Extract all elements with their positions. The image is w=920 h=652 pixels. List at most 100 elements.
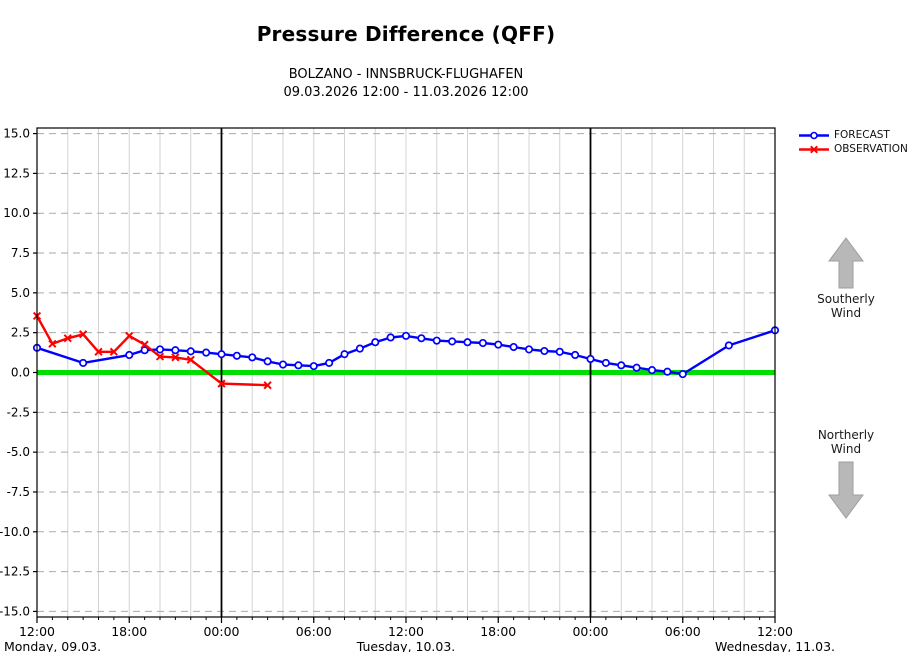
observation-marker <box>263 381 272 390</box>
forecast-marker <box>663 367 672 376</box>
y-axis: 15.0 12.5 10.0 7.5 5.0 2.5 0.0 -2.5 -5.0 -7.5 -10.… <box>0 127 37 618</box>
forecast-marker <box>617 361 626 370</box>
legend-item-forecast: FORECAST <box>798 128 918 142</box>
forecast-marker <box>524 345 534 354</box>
y-tick-label: 0.0 <box>11 366 30 380</box>
legend-item-observation: OBSERVATION <box>798 142 918 156</box>
forecast-marker <box>355 344 364 353</box>
forecast-marker <box>509 342 518 352</box>
southerly-wind-up-arrow-icon <box>828 237 864 289</box>
observation-marker <box>109 347 118 356</box>
x-tick-label: 18:00 <box>111 624 147 639</box>
observation-marker <box>79 330 88 339</box>
forecast-marker <box>678 370 687 379</box>
forecast-legend-sample <box>799 131 829 139</box>
forecast-marker <box>724 341 733 350</box>
forecast-marker <box>263 357 272 366</box>
forecast-line-icon <box>798 130 830 141</box>
forecast-marker <box>401 331 411 340</box>
page-title: Pressure Difference (QFF) <box>256 22 556 46</box>
observation-marker <box>155 352 165 361</box>
southerly-wind-label: Southerly Wind <box>817 292 875 320</box>
observation-marker <box>63 334 72 343</box>
forecast-series <box>32 326 780 379</box>
y-tick-label: -2.5 <box>7 405 30 419</box>
legend-forecast-label: FORECAST <box>834 129 890 141</box>
x-tick-label: 00:00 <box>203 624 239 639</box>
x-tick-label: 12:00 <box>757 624 793 639</box>
observation-series <box>32 311 272 390</box>
forecast-marker <box>448 337 457 346</box>
x-tick-label: 18:00 <box>480 624 516 639</box>
forecast-marker <box>125 350 134 360</box>
day-label: Monday, 09.03. <box>4 639 101 652</box>
observation-legend-sample <box>799 145 829 153</box>
observation-marker <box>140 340 149 349</box>
forecast-marker <box>171 346 180 355</box>
y-tick-label: -7.5 <box>7 485 30 499</box>
legend-x-marker <box>810 145 818 153</box>
y-tick-label: -15.0 <box>0 604 30 618</box>
x-axis: 12:00 18:00 00:00 06:00 12:00 18:00 00:00 06:00… <box>4 617 835 652</box>
forecast-marker <box>386 333 395 342</box>
chart-subtitle: BOLZANO - INNSBRUCK-FLUGHAFEN 09.03.2026… <box>37 66 775 102</box>
forecast-marker <box>309 362 318 371</box>
forecast-marker <box>217 350 226 359</box>
y-tick-label: 5.0 <box>11 286 30 300</box>
forecast-marker <box>325 358 334 367</box>
forecast-marker <box>586 354 595 364</box>
y-tick-label: 15.0 <box>3 127 30 141</box>
forecast-marker <box>248 353 257 362</box>
forecast-marker <box>601 358 610 367</box>
forecast-marker <box>571 350 580 360</box>
forecast-marker <box>186 347 195 356</box>
forecast-marker <box>155 345 165 354</box>
legend-observation-label: OBSERVATION <box>834 143 908 155</box>
observation-marker <box>48 339 57 348</box>
forecast-marker <box>140 346 149 355</box>
subtitle-stations: BOLZANO - INNSBRUCK-FLUGHAFEN <box>288 67 524 82</box>
y-tick-label: -10.0 <box>0 525 30 539</box>
y-tick-label: 12.5 <box>3 166 30 180</box>
forecast-marker <box>463 338 472 347</box>
x-tick-label: 06:00 <box>296 624 332 639</box>
observation-marker <box>171 353 180 362</box>
observation-marker <box>125 331 134 340</box>
forecast-marker <box>232 351 241 360</box>
forecast-marker <box>494 340 503 349</box>
observation-line-icon <box>798 144 830 155</box>
x-tick-label: 12:00 <box>19 624 55 639</box>
forecast-marker <box>294 361 303 370</box>
forecast-marker <box>417 334 426 343</box>
y-tick-label: -5.0 <box>7 445 30 459</box>
forecast-marker <box>647 366 657 375</box>
day-label: Tuesday, 10.03. <box>356 639 456 652</box>
x-tick-label: 00:00 <box>572 624 608 639</box>
forecast-marker <box>278 360 288 369</box>
northerly-wind-label: Northerly Wind <box>817 428 875 456</box>
day-label: Wednesday, 11.03. <box>715 639 835 652</box>
forecast-marker <box>478 338 487 348</box>
forecast-marker <box>432 336 441 345</box>
legend-circle-marker <box>810 131 818 139</box>
forecast-marker <box>632 363 641 372</box>
forecast-marker <box>202 348 211 357</box>
northerly-wind-down-arrow-icon <box>828 461 864 519</box>
observation-marker <box>94 347 103 356</box>
y-tick-label: 7.5 <box>11 246 30 260</box>
x-tick-label: 06:00 <box>665 624 701 639</box>
y-tick-label: -12.5 <box>0 565 30 579</box>
forecast-marker <box>371 338 380 347</box>
forecast-marker <box>340 350 349 359</box>
observation-marker <box>186 355 195 364</box>
forecast-marker <box>79 358 88 367</box>
forecast-marker <box>555 347 564 356</box>
y-tick-label: 10.0 <box>3 206 30 220</box>
y-tick-label: 2.5 <box>11 326 30 340</box>
chart-legend: FORECAST OBSERVATION <box>798 128 918 156</box>
x-tick-label: 12:00 <box>388 624 424 639</box>
subtitle-daterange: 09.03.2026 12:00 - 11.03.2026 12:00 <box>283 85 529 100</box>
forecast-marker <box>540 346 549 356</box>
